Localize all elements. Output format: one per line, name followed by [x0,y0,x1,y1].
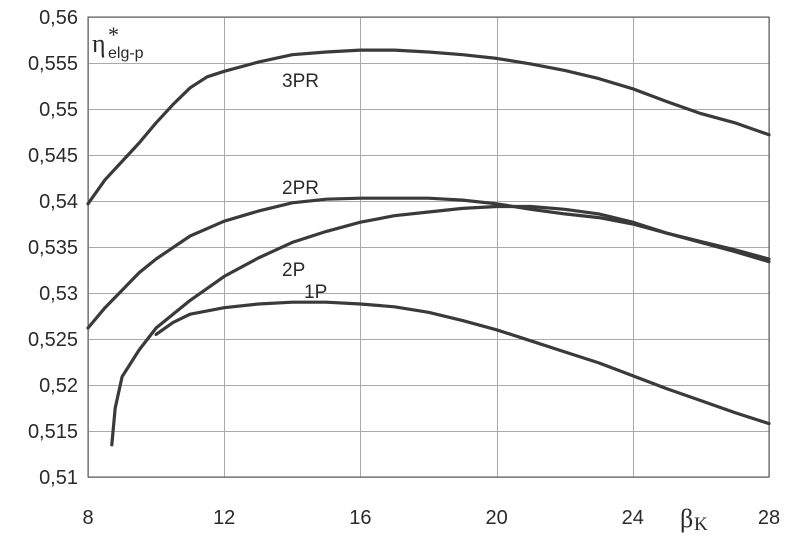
x-axis-title-symbol: β [680,504,693,533]
series-label-2p: 2P [282,260,305,281]
y-axis-title-symbol: η [92,29,106,58]
series-label-1p: 1P [304,282,327,303]
series-line-2p [110,204,771,447]
y-tick-label: 0,52 [39,375,78,397]
y-axis-ticks: 0,51 0,515 0,52 0,525 0,53 0,535 0,54 0,545 0,55… [28,7,78,489]
y-tick-label: 0,555 [28,53,78,75]
y-axis-title: η * elg-p [92,22,144,62]
x-tick-label: 20 [485,507,507,529]
y-tick-label: 0,54 [39,191,78,213]
x-axis-title-subscript: K [694,514,708,535]
y-axis-title-subscript: elg-p [108,45,144,62]
y-tick-label: 0,525 [28,329,78,351]
x-tick-label: 28 [758,507,780,529]
x-tick-label: 16 [349,507,371,529]
series-lines [86,48,771,447]
x-tick-label: 8 [82,507,93,529]
y-tick-label: 0,515 [28,421,78,443]
y-axis-title-star: * [108,22,119,47]
series-line-1p [154,300,771,426]
y-tick-label: 0,55 [39,99,78,121]
y-tick-label: 0,545 [28,145,78,167]
series-line-2pr [86,196,771,330]
series-label-3pr: 3PR [282,71,319,92]
series-label-2pr: 2PR [282,178,319,199]
y-tick-label: 0,51 [39,467,78,489]
plot-frame [87,16,770,478]
x-tick-label: 12 [213,507,235,529]
x-axis-ticks: 8 12 16 20 24 28 [82,507,780,529]
y-tick-label: 0,535 [28,237,78,259]
x-axis-title: β K [680,504,708,535]
y-tick-label: 0,56 [39,7,78,29]
y-tick-label: 0,53 [39,283,78,305]
series-line-3pr [86,48,771,206]
x-tick-label: 24 [622,507,644,529]
